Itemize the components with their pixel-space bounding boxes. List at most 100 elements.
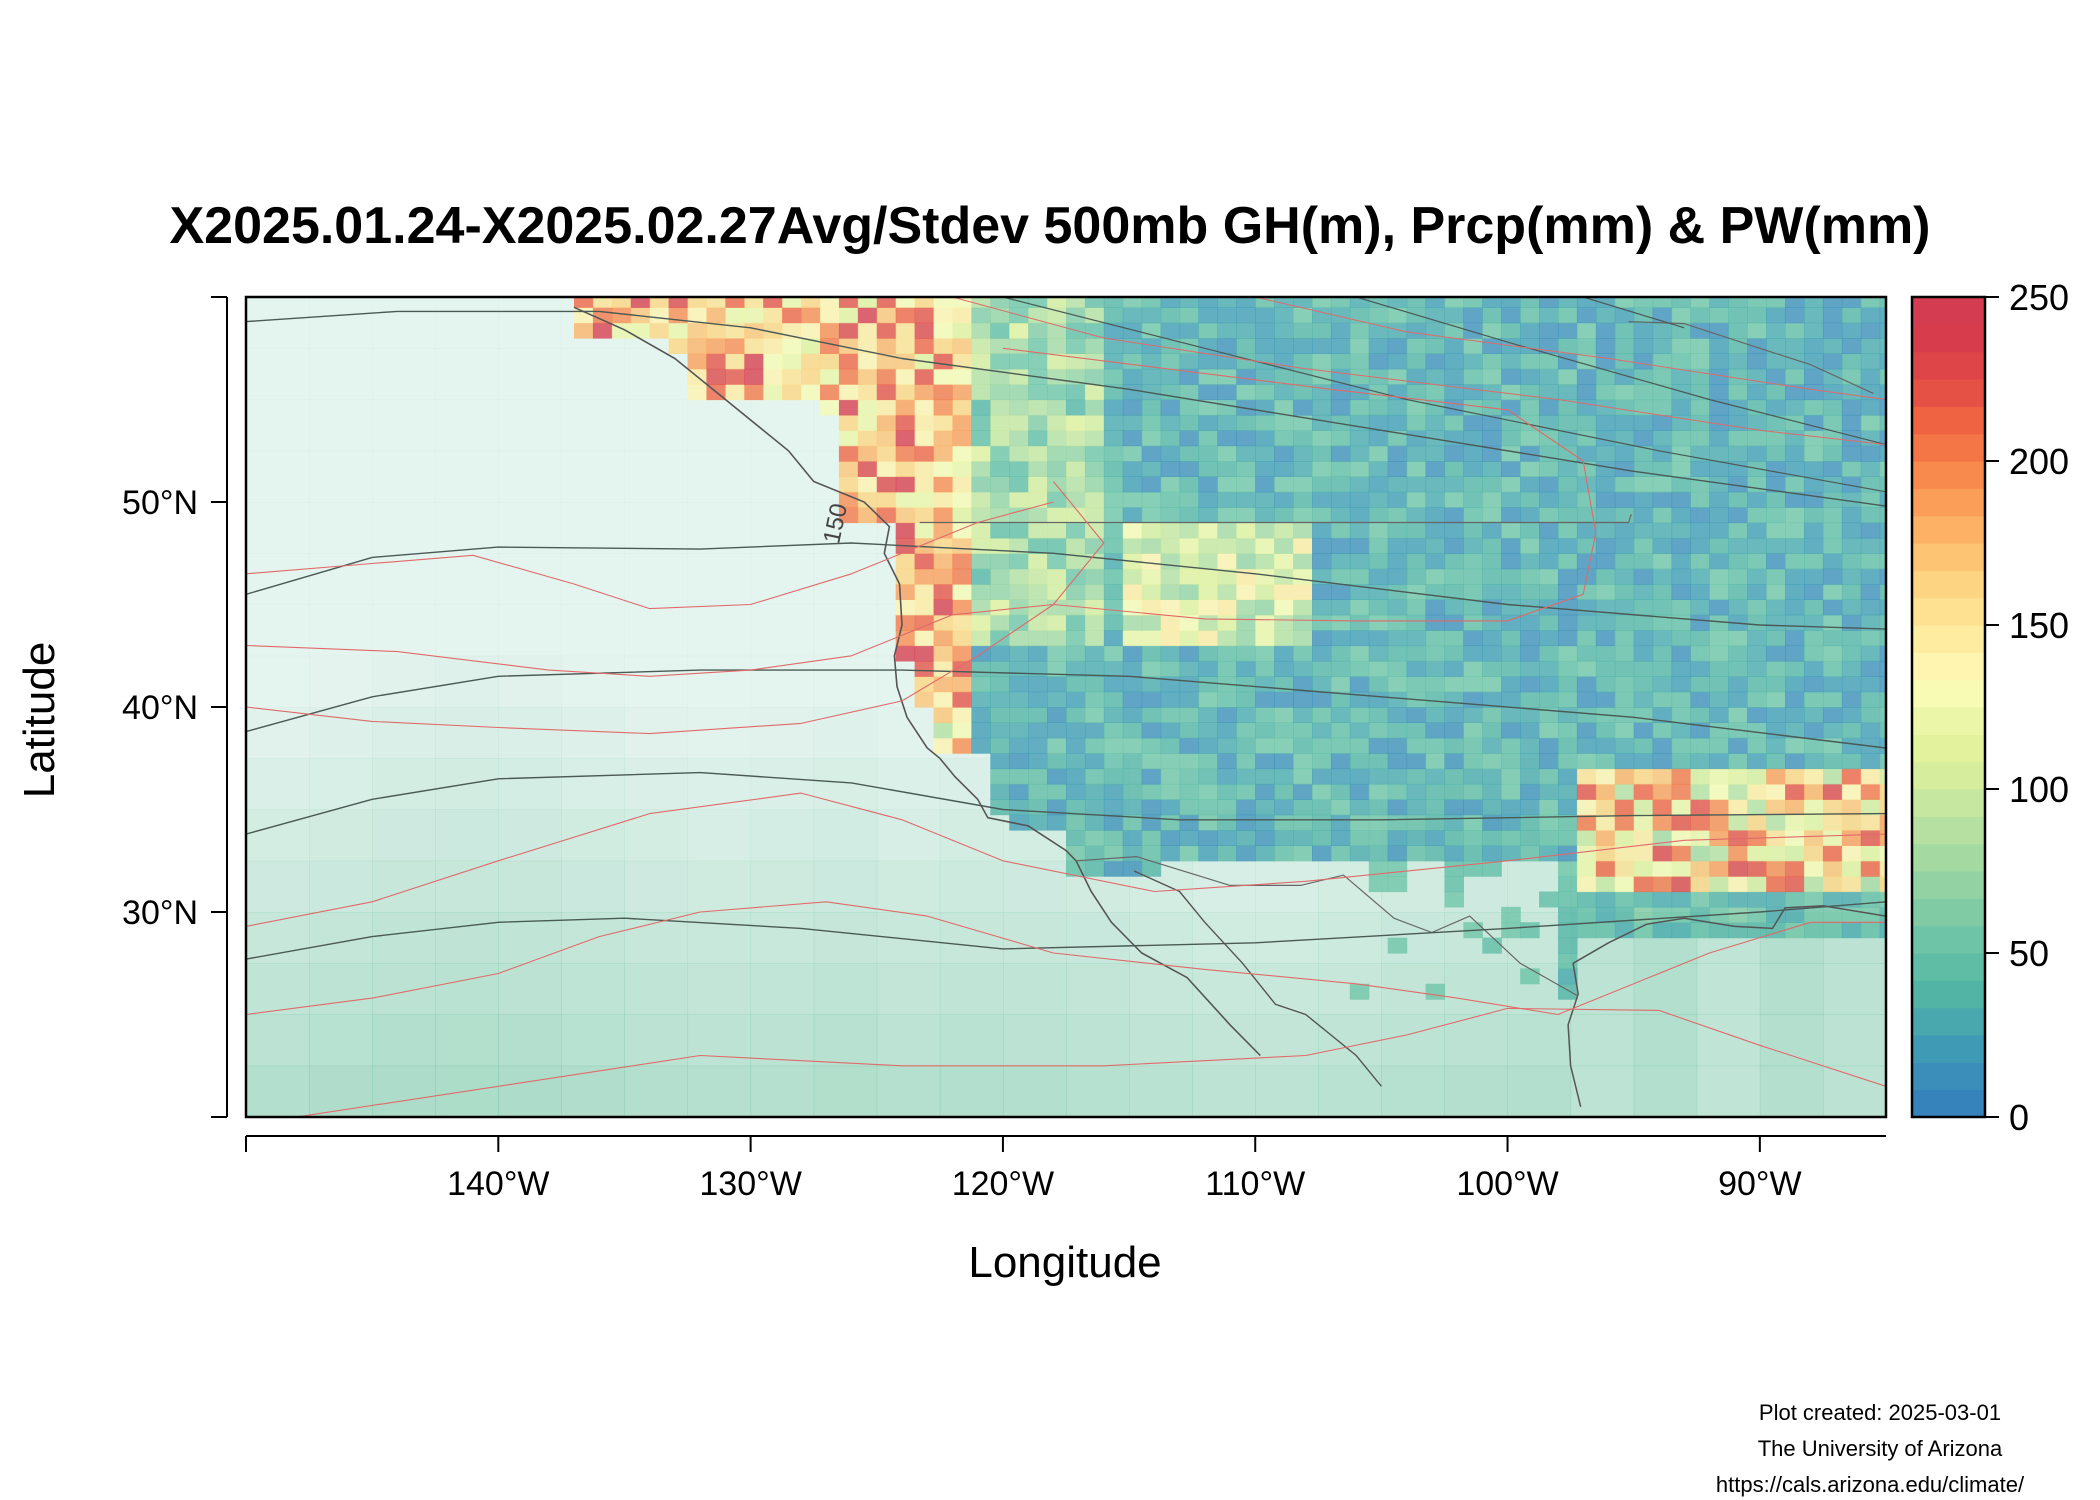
precip-cell — [1047, 491, 1067, 508]
precip-cell — [1558, 707, 1578, 723]
precip-cell — [1084, 430, 1105, 447]
precip-cell — [952, 537, 972, 554]
precip-cell — [1217, 845, 1237, 862]
precip-cell — [1084, 368, 1105, 385]
precip-cell — [1368, 368, 1389, 385]
precip-cell — [1387, 507, 1408, 524]
precip-cell — [1614, 399, 1635, 416]
precip-cell — [1349, 737, 1370, 754]
precip-cell — [1747, 768, 1767, 785]
precip-cell — [1293, 461, 1313, 477]
precip-cell — [1330, 768, 1351, 785]
precip-cell — [1463, 491, 1483, 508]
precip-cell — [687, 353, 708, 370]
precip-cell — [1709, 783, 1729, 800]
precip-cell — [1860, 307, 1881, 324]
ocean-cell — [1570, 1065, 1635, 1117]
precip-cell — [1804, 768, 1824, 785]
precip-cell — [1690, 906, 1710, 923]
precip-cell — [1822, 584, 1843, 600]
precip-cell — [1822, 783, 1843, 800]
precip-cell — [1274, 461, 1294, 477]
precip-cell — [1387, 845, 1408, 862]
precip-cell — [1671, 830, 1692, 846]
precip-cell — [1141, 799, 1162, 816]
precip-cell — [1463, 768, 1483, 785]
precip-cell — [1671, 430, 1692, 447]
precip-cell — [1274, 537, 1294, 554]
precip-cell — [1387, 322, 1408, 339]
precip-cell — [933, 307, 954, 324]
precip-cell — [1785, 737, 1805, 754]
precip-cell — [1804, 553, 1824, 570]
precip-cell — [1293, 353, 1313, 370]
precip-cell — [876, 414, 897, 431]
precip-cell — [1671, 491, 1692, 508]
precip-cell — [1160, 845, 1181, 862]
precip-cell — [990, 338, 1010, 354]
precip-cell — [990, 522, 1010, 539]
ocean-cell — [498, 1065, 562, 1117]
precip-cell — [1009, 691, 1029, 708]
precip-cell — [1766, 614, 1786, 631]
precip-cell — [971, 307, 991, 324]
precip-cell — [1576, 676, 1597, 693]
precip-cell — [1482, 297, 1502, 308]
precip-cell — [971, 476, 991, 493]
precip-cell — [933, 414, 954, 431]
precip-cell — [649, 322, 670, 339]
ocean-cell — [246, 758, 310, 810]
precip-cell — [1671, 737, 1692, 754]
precip-cell — [1633, 814, 1654, 831]
precip-cell — [1841, 522, 1862, 539]
precip-cell — [1804, 783, 1824, 800]
ocean-cell — [813, 860, 878, 913]
ocean-cell — [624, 1014, 689, 1067]
precip-cell — [1217, 399, 1237, 416]
precip-cell — [1084, 845, 1105, 862]
precip-cell — [1860, 660, 1881, 677]
precip-cell — [1103, 660, 1124, 677]
ocean-cell — [561, 655, 625, 708]
stdev-contour — [246, 347, 1597, 677]
precip-cell — [1614, 522, 1635, 539]
precip-cell — [1463, 614, 1483, 631]
precip-cell — [1690, 860, 1710, 877]
colorbar-tick-label: 100 — [2009, 769, 2069, 810]
precip-cell — [1671, 614, 1692, 631]
precip-cell — [1463, 737, 1483, 754]
precip-cell — [1274, 722, 1294, 739]
precip-cell — [990, 445, 1010, 462]
precip-cell — [1047, 660, 1067, 677]
precip-cell — [952, 338, 972, 354]
precip-cell — [1009, 584, 1029, 600]
precip-cell — [1595, 553, 1616, 570]
precip-cell — [1312, 507, 1332, 524]
ocean-cell — [309, 399, 373, 452]
precip-cell — [933, 707, 954, 723]
precip-cell — [1312, 722, 1332, 739]
precip-cell — [1690, 568, 1710, 585]
precip-cell — [1595, 338, 1616, 354]
precip-cell — [1406, 297, 1427, 308]
precip-cell — [990, 414, 1010, 431]
precip-cell — [744, 338, 764, 354]
ocean-cell — [876, 912, 941, 964]
precip-cell — [1671, 722, 1692, 739]
precip-cell — [1576, 768, 1597, 785]
precip-cell — [1084, 737, 1105, 754]
precip-cell — [1274, 476, 1294, 493]
precip-cell — [1141, 537, 1162, 554]
precip-cell — [1444, 691, 1464, 708]
precip-cell — [1501, 722, 1521, 739]
precip-cell — [1028, 491, 1048, 508]
colorbar-swatch — [1912, 625, 1985, 653]
precip-cell — [857, 491, 878, 508]
precip-cell — [1860, 799, 1881, 816]
precip-cell — [1444, 737, 1464, 754]
precip-cell — [1293, 691, 1313, 708]
precip-cell — [1330, 568, 1351, 585]
precip-cell — [1709, 845, 1729, 862]
precip-cell — [857, 322, 878, 339]
precip-cell — [1614, 338, 1635, 354]
